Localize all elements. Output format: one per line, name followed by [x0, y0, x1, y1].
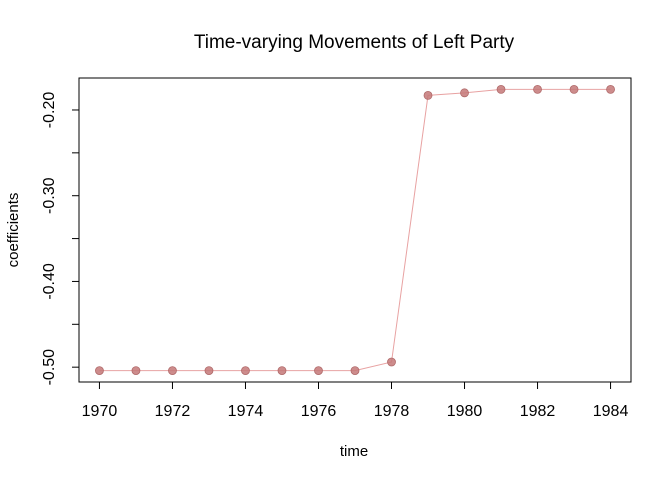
y-axis-title: coefficients: [5, 193, 22, 268]
x-axis: 1970 1972 1974 1976 1978 1980 1982 1984: [82, 381, 629, 420]
y-tick-label: -0.50: [41, 349, 58, 386]
data-point: [314, 366, 323, 375]
x-tick-label: 1972: [155, 403, 191, 420]
y-axis: -0.50 -0.40 -0.30 -0.20: [41, 92, 80, 386]
x-tick-label: 1984: [593, 403, 629, 420]
chart-title: Time-varying Movements of Left Party: [194, 32, 515, 53]
x-tick-label: 1974: [228, 403, 264, 420]
series-layer: [95, 85, 615, 375]
data-point: [387, 357, 396, 367]
x-tick-label: 1978: [374, 403, 410, 420]
x-axis-title: time: [340, 443, 368, 460]
data-point: [423, 91, 433, 100]
plot-frame: [78, 77, 632, 383]
data-point: [168, 366, 177, 375]
data-point: [350, 366, 360, 375]
data-point: [241, 366, 250, 375]
y-tick-label: -0.20: [41, 92, 58, 129]
y-tick-label: -0.30: [41, 177, 58, 214]
y-tick-label: -0.40: [41, 263, 58, 300]
x-tick-label: 1970: [82, 403, 118, 420]
series-line: [99, 88, 611, 372]
data-point: [460, 88, 469, 98]
x-tick-label: 1982: [520, 403, 556, 420]
data-point: [204, 366, 214, 375]
x-tick-label: 1976: [301, 403, 337, 420]
data-point: [277, 366, 287, 375]
data-point: [533, 85, 542, 94]
data-point: [606, 85, 615, 94]
data-point: [569, 85, 579, 94]
data-point: [95, 366, 104, 375]
x-tick-label: 1980: [447, 403, 483, 420]
data-point: [131, 366, 141, 375]
data-point: [496, 85, 506, 94]
